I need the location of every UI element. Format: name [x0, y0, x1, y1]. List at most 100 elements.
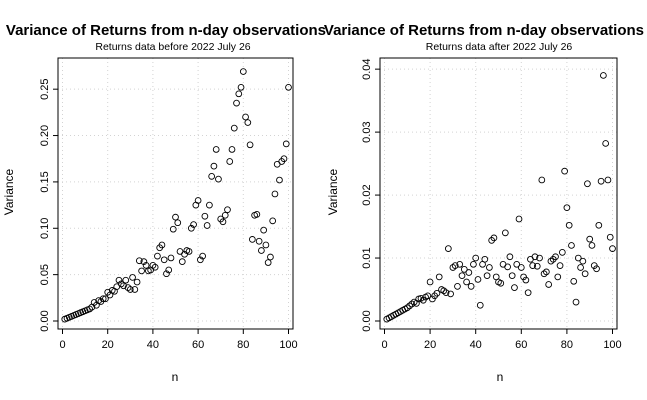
data-point [129, 274, 136, 281]
data-point [604, 176, 612, 184]
data-point [456, 260, 464, 268]
right-y-axis-label: Variance [326, 168, 340, 215]
plot-frame [57, 57, 294, 330]
y-tick-label: 0.25 [39, 78, 51, 99]
data-point [470, 260, 477, 268]
data-point [276, 176, 283, 184]
x-tick-label: 40 [470, 339, 482, 351]
right-chart-plot: 0 20 40 60 80 100 0.00 0.01 0.02 0.03 0.04 [361, 57, 622, 351]
data-point [536, 254, 543, 262]
data-point [543, 268, 550, 276]
data-point [476, 301, 484, 309]
x-tick-label: 60 [515, 339, 527, 351]
x-tick-label: 80 [561, 339, 573, 351]
data-point [490, 234, 498, 242]
data-point [565, 221, 573, 229]
data-point [262, 241, 270, 249]
data-point [237, 83, 245, 91]
data-point [194, 197, 202, 204]
data-point [458, 272, 466, 280]
data-point [99, 295, 107, 303]
data-point [513, 260, 521, 268]
data-point [187, 224, 195, 232]
data-point [138, 267, 145, 275]
data-point [185, 248, 193, 255]
data-point [435, 273, 443, 281]
data-point [595, 221, 603, 229]
data-point [424, 292, 432, 300]
data-point [219, 218, 227, 226]
data-point [593, 265, 600, 273]
data-point [463, 278, 470, 286]
data-point [561, 167, 568, 175]
y-tick-label: 0.02 [361, 184, 373, 205]
data-point [524, 289, 532, 297]
left-chart-title: Variance of Returns from n-day observati… [6, 22, 326, 39]
data-point [115, 276, 123, 284]
data-point [417, 294, 425, 302]
data-point [451, 262, 459, 269]
data-point [233, 99, 240, 107]
data-point [602, 140, 610, 147]
data-point [483, 272, 491, 280]
x-tick-label: 100 [603, 339, 621, 351]
x-tick-label: 0 [59, 339, 65, 351]
y-tick-label: 0.20 [39, 125, 51, 146]
data-point [577, 264, 584, 271]
right-chart-title: Variance of Returns from n-day observati… [324, 22, 644, 39]
data-point [267, 253, 274, 261]
y-tick-label: 0.15 [39, 171, 51, 192]
data-point [447, 290, 454, 298]
data-point [149, 262, 157, 269]
data-point [154, 252, 161, 260]
data-point [258, 247, 265, 254]
data-point [554, 273, 562, 281]
plot-frame [379, 57, 618, 330]
y-tick-label: 0.00 [361, 310, 373, 331]
data-point [440, 287, 448, 295]
data-point [226, 158, 234, 165]
data-point [285, 83, 292, 91]
data-point [606, 233, 614, 241]
data-point [472, 254, 480, 262]
data-point [212, 146, 220, 153]
right-chart-subtitle: Returns data after 2022 July 26 [426, 41, 573, 53]
x-tick-label: 20 [102, 339, 114, 351]
left-x-axis-label: n [172, 370, 179, 384]
data-point [246, 141, 254, 149]
data-point [135, 257, 143, 265]
data-point [586, 235, 594, 243]
left-chart-plot: 0 20 40 60 80 100 0.00 0.05 0.10 0.15 0.20 0.25 [39, 57, 298, 351]
x-tick-label: 60 [192, 339, 204, 351]
data-point [253, 211, 261, 218]
data-point [124, 284, 132, 291]
data-point [131, 286, 139, 293]
data-point [403, 304, 411, 312]
data-point [545, 281, 553, 288]
data-point [221, 211, 229, 219]
data-point [178, 258, 186, 266]
x-tick-label: 0 [381, 339, 387, 351]
data-point [444, 245, 452, 252]
right-x-axis-label: n [497, 370, 504, 384]
data-point [280, 155, 288, 163]
data-point [165, 266, 173, 274]
data-point [609, 245, 616, 252]
data-point [244, 119, 252, 126]
data-point [206, 201, 213, 209]
data-point [210, 162, 218, 170]
data-point [504, 263, 511, 271]
data-point [522, 276, 530, 284]
data-point [572, 298, 580, 306]
data-point [190, 221, 197, 228]
data-point [120, 282, 127, 290]
data-point [558, 249, 566, 256]
data-point [433, 289, 441, 297]
data-point [201, 212, 209, 220]
data-point [581, 270, 589, 278]
y-tick-label: 0.03 [361, 121, 373, 142]
data-point [235, 90, 243, 98]
data-point [140, 258, 148, 266]
data-point [230, 124, 238, 132]
data-point [540, 270, 548, 278]
